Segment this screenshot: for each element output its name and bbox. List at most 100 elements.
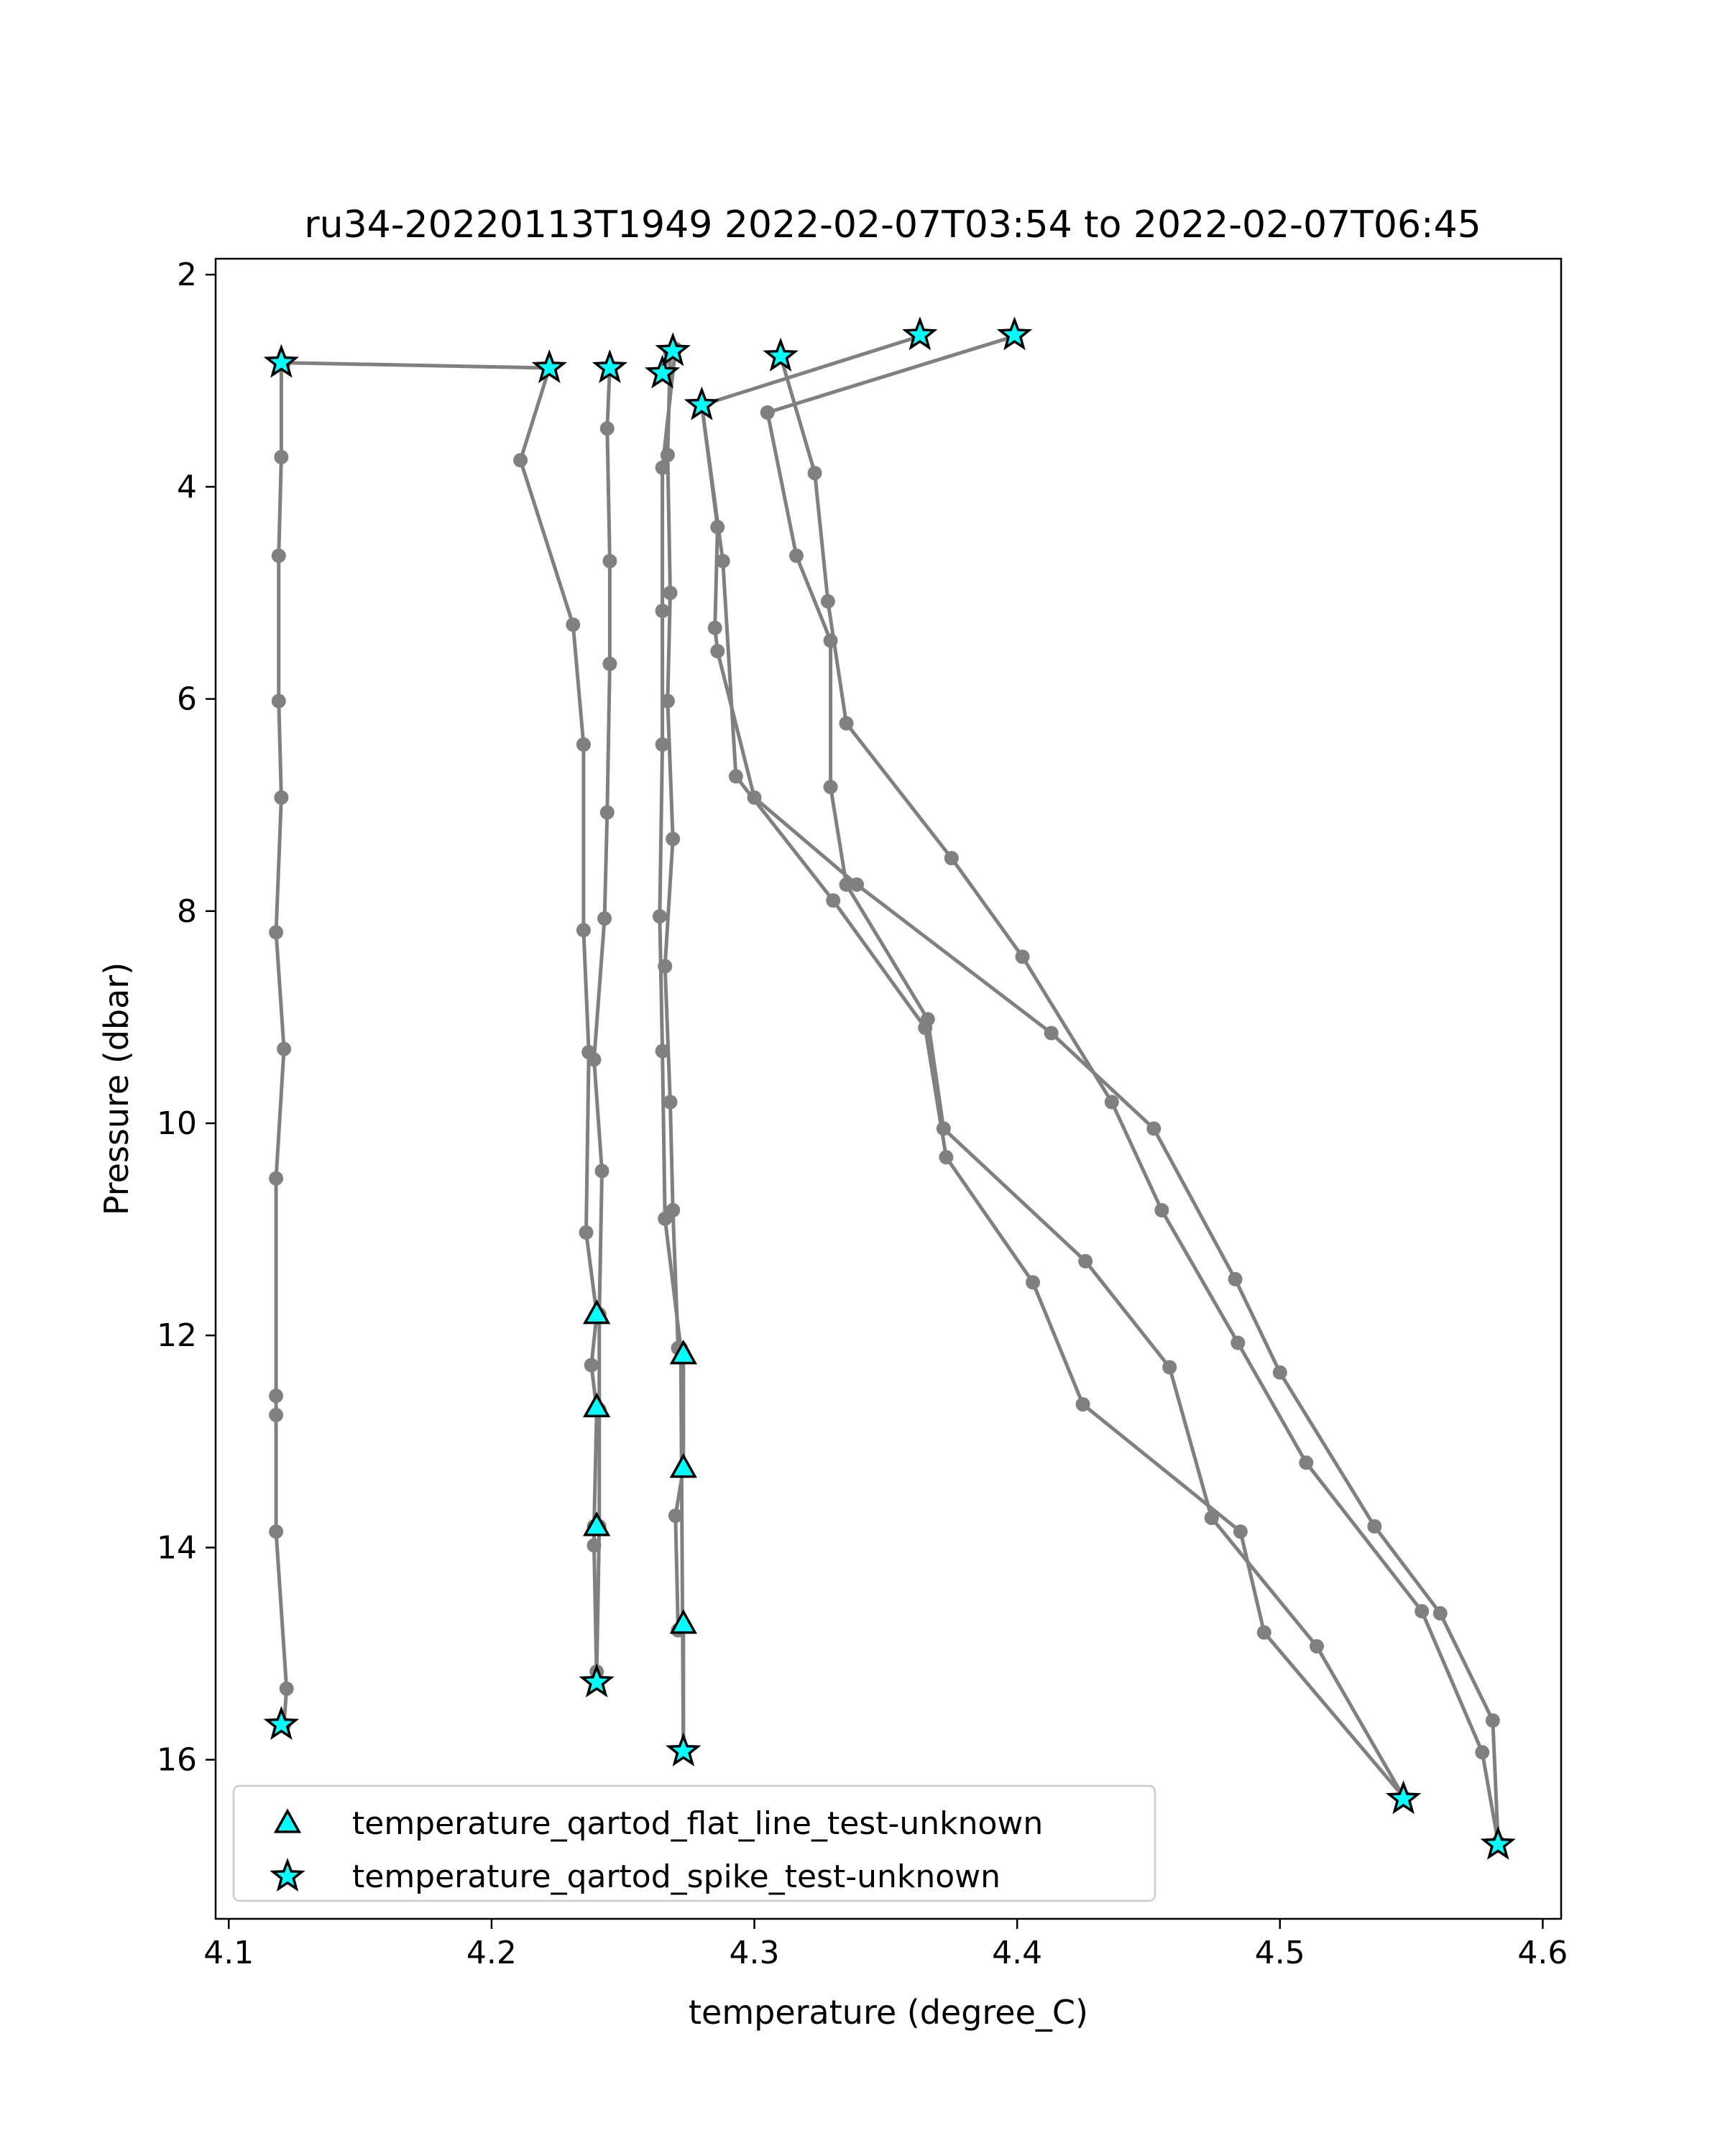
data-point <box>823 633 838 648</box>
data-point <box>660 448 675 463</box>
spike-test-marker <box>263 1705 300 1740</box>
data-point <box>655 737 670 752</box>
data-point <box>597 911 612 926</box>
data-point <box>1485 1713 1500 1728</box>
data-point <box>707 620 722 635</box>
y-tick-label: 8 <box>177 893 197 930</box>
data-point <box>760 405 775 420</box>
spike-test-marker <box>763 337 799 372</box>
data-point <box>1026 1275 1041 1290</box>
data-point <box>1104 1095 1119 1110</box>
data-point <box>652 909 667 924</box>
spike-test-marker <box>902 316 938 351</box>
data-point <box>826 893 841 908</box>
qc-markers <box>263 316 1516 1860</box>
data-point <box>658 959 673 974</box>
flat-line-test-marker <box>583 1511 611 1537</box>
spike-test-marker <box>592 349 628 384</box>
data-point <box>658 1211 673 1226</box>
data-point <box>269 925 284 940</box>
data-point <box>655 604 670 618</box>
data-point <box>936 1121 951 1136</box>
legend-label: temperature_qartod_spike_test-unknown <box>352 1858 1000 1895</box>
x-tick-label: 4.4 <box>992 1935 1042 1971</box>
spike-test-marker <box>666 1732 702 1766</box>
data-point <box>277 1041 292 1056</box>
data-point <box>576 737 591 752</box>
spike-test-marker <box>996 316 1033 351</box>
data-point <box>789 548 804 563</box>
spike-test-marker <box>263 344 300 378</box>
data-point <box>269 1407 284 1422</box>
data-point <box>839 716 854 731</box>
flat-line-test-marker <box>669 1609 697 1634</box>
data-point <box>663 1095 678 1110</box>
data-point <box>660 694 675 709</box>
data-point <box>747 790 762 805</box>
data-point <box>1075 1397 1090 1412</box>
data-point <box>586 1538 602 1553</box>
data-point <box>269 1171 284 1186</box>
flat-line-test-marker <box>669 1340 697 1365</box>
legend-star-icon <box>270 1858 305 1892</box>
legend-label: temperature_qartod_flat_line_test-unknow… <box>352 1805 1043 1842</box>
data-point <box>1367 1519 1382 1534</box>
data-point <box>807 466 822 481</box>
data-point <box>599 421 615 436</box>
spike-test-marker <box>1480 1825 1516 1860</box>
data-point <box>1414 1603 1430 1618</box>
x-tick-label: 4.2 <box>466 1935 517 1971</box>
data-point <box>1228 1271 1243 1286</box>
x-tick-label: 4.5 <box>1255 1935 1305 1971</box>
data-point <box>663 586 678 600</box>
flat-line-test-marker <box>669 1453 697 1478</box>
data-point <box>820 594 835 609</box>
data-point <box>1299 1455 1314 1470</box>
profile-line <box>661 350 686 1751</box>
spike-test-marker <box>579 1663 615 1697</box>
data-point <box>918 1021 933 1036</box>
legend[interactable]: temperature_qartod_flat_line_test-unknow… <box>232 1784 1156 1902</box>
data-point <box>1432 1606 1448 1621</box>
data-point <box>710 644 725 659</box>
data-point <box>599 805 615 820</box>
flat-line-test-marker <box>583 1392 611 1418</box>
data-point <box>710 520 725 535</box>
y-tick-label: 16 <box>157 1742 197 1779</box>
data-point <box>715 553 730 568</box>
data-point <box>1044 1026 1059 1041</box>
y-tick-label: 2 <box>177 257 197 293</box>
legend-box <box>232 1784 1156 1902</box>
x-axis: 4.1 4.2 4.3 4.4 4.5 4.6 <box>203 1919 1568 1971</box>
data-point <box>728 769 743 784</box>
spike-test-marker <box>531 349 568 384</box>
data-point <box>602 656 617 671</box>
data-point <box>1078 1253 1093 1268</box>
data-point <box>850 877 865 892</box>
y-tick-label: 4 <box>177 469 197 505</box>
data-point <box>668 1508 683 1524</box>
data-point <box>1015 949 1030 964</box>
y-tick-label: 10 <box>157 1105 197 1142</box>
x-axis-label: temperature (degree_C) <box>689 1993 1088 2032</box>
data-point <box>655 1044 670 1059</box>
data-point <box>271 694 286 709</box>
x-tick-label: 4.3 <box>730 1935 780 1971</box>
data-point <box>594 1164 610 1179</box>
data-point <box>269 1524 284 1539</box>
data-point <box>1162 1360 1177 1375</box>
y-axis-label: Pressure (dbar) <box>97 962 136 1215</box>
data-point <box>269 1388 284 1404</box>
data-point <box>1475 1745 1490 1760</box>
data-point <box>586 1052 602 1067</box>
data-point <box>566 617 581 632</box>
data-point <box>939 1150 954 1165</box>
flat-line-test-marker <box>583 1299 611 1325</box>
data-point <box>1230 1335 1246 1350</box>
data-point <box>602 553 617 568</box>
data-point <box>1256 1625 1271 1640</box>
chart-title: ru34-20220113T1949 2022-02-07T03:54 to 2… <box>304 203 1481 247</box>
profile-line <box>284 361 599 1682</box>
data-point <box>579 1225 594 1240</box>
data-point <box>1272 1365 1287 1380</box>
